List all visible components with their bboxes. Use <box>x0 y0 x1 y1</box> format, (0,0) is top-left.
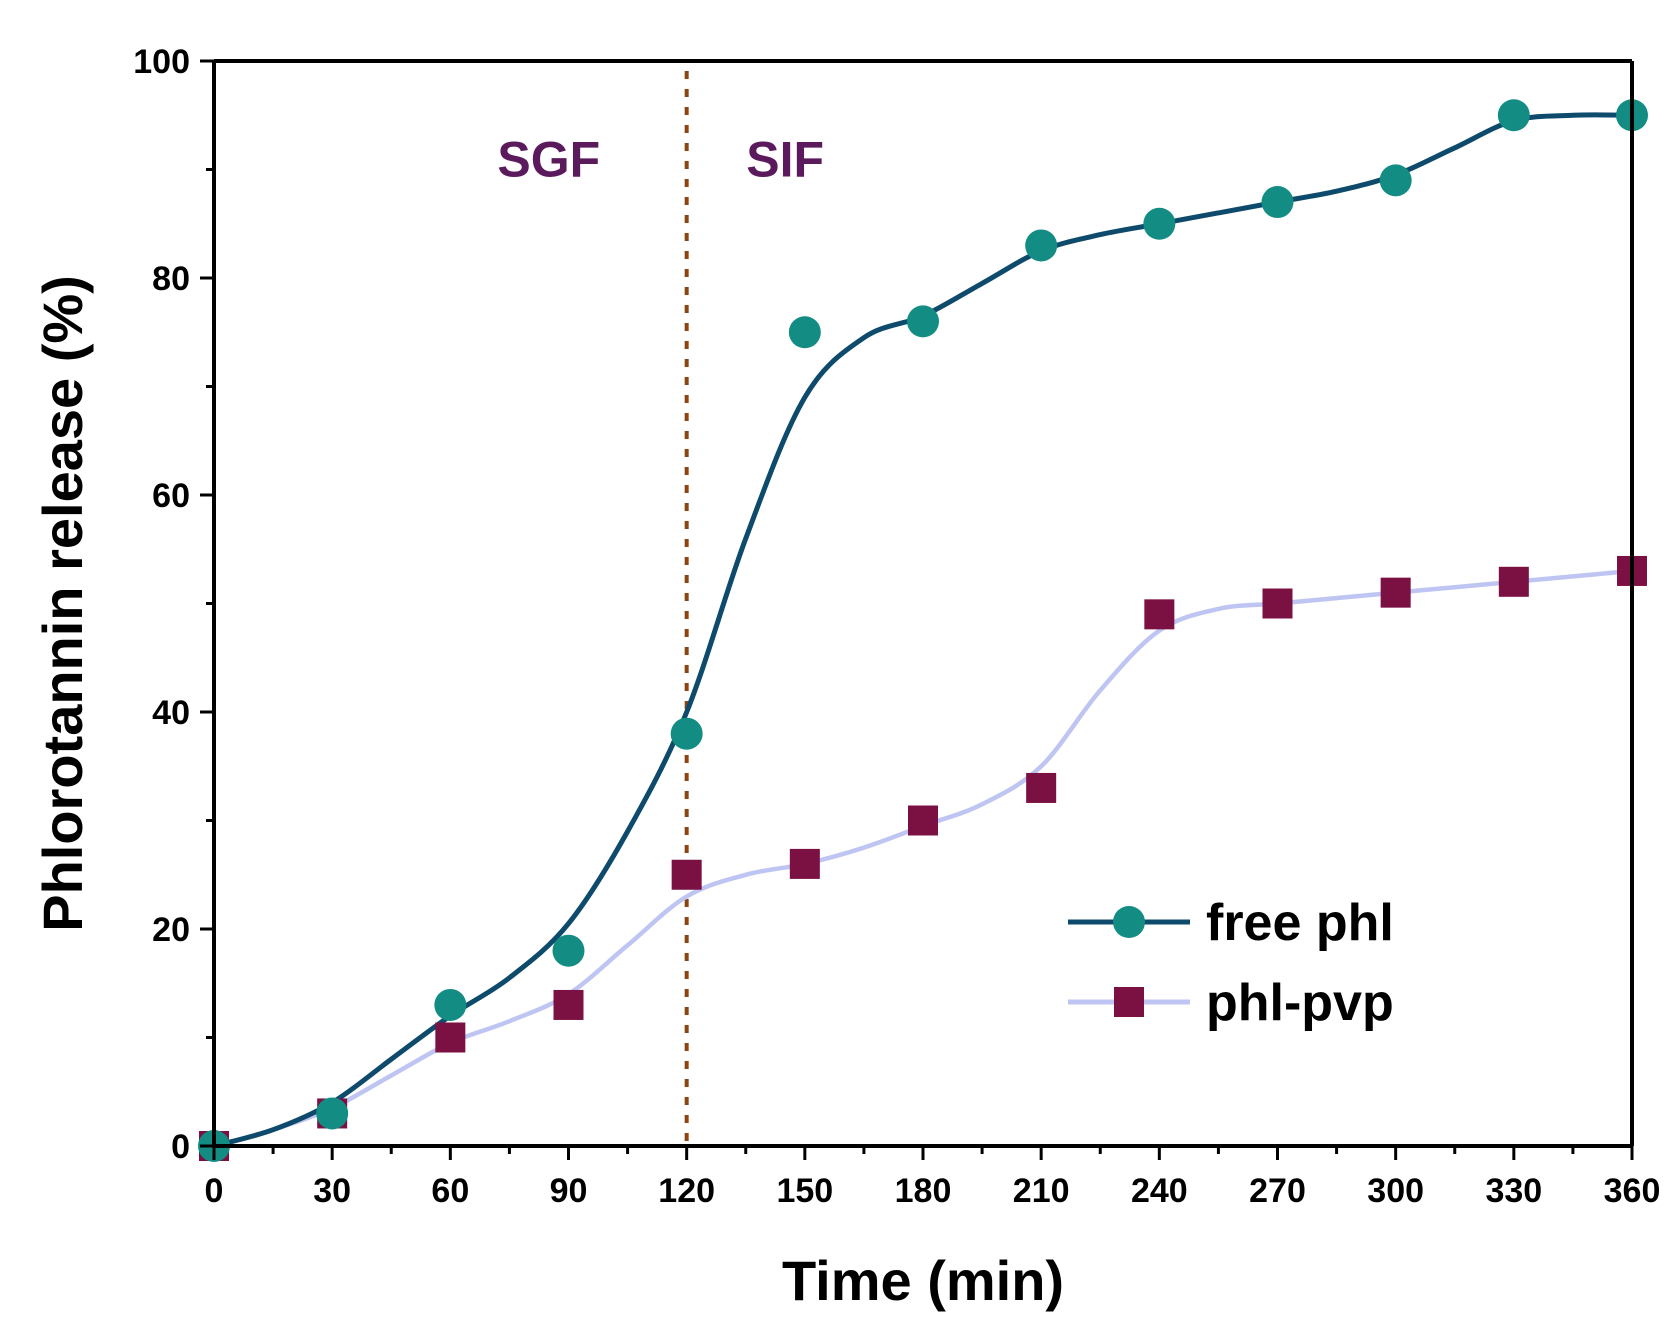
legend-label-free-phl: free phl <box>1206 894 1394 952</box>
axes-group <box>212 59 1634 1148</box>
chart-text-group: Time (min) Phlorotannin release (%) SGF SIF <box>31 132 1064 1312</box>
y-tick-label: 40 <box>152 694 190 732</box>
region-label-sgf: SGF <box>497 132 600 188</box>
data-point-free-phl <box>1379 164 1412 197</box>
series-line-phl-pvp <box>211 568 1635 1149</box>
legend-marker-phl-pvp <box>1114 987 1144 1017</box>
x-axis-title: Time (min) <box>782 1249 1064 1312</box>
data-point-free-phl <box>1143 207 1176 240</box>
x-tick-label: 300 <box>1367 1172 1424 1210</box>
y-tick-label: 20 <box>152 911 190 949</box>
legend-label-phl-pvp: phl-pvp <box>1206 974 1394 1032</box>
x-tick-label: 180 <box>895 1172 952 1210</box>
data-point-phl-pvp <box>671 859 702 890</box>
x-tick-label: 120 <box>658 1172 715 1210</box>
x-tick-label: 360 <box>1604 1172 1661 1210</box>
x-tick-label: 30 <box>313 1172 351 1210</box>
y-tick-label: 80 <box>152 260 190 298</box>
y-axis-title: Phlorotannin release (%) <box>31 275 94 932</box>
x-tick-label: 0 <box>205 1172 224 1210</box>
data-point-free-phl <box>1261 186 1294 219</box>
x-tick-label: 270 <box>1249 1172 1306 1210</box>
region-label-sif: SIF <box>746 132 824 188</box>
data-point-free-phl <box>670 717 703 750</box>
data-point-phl-pvp <box>553 989 584 1020</box>
y-tick-label: 60 <box>152 477 190 515</box>
x-tick-label: 90 <box>550 1172 588 1210</box>
data-point-phl-pvp <box>908 805 938 836</box>
data-point-free-phl <box>1497 99 1530 132</box>
data-point-phl-pvp <box>1262 588 1293 619</box>
legend-marker-free-phl <box>1113 906 1145 938</box>
data-point-phl-pvp <box>1380 577 1411 608</box>
data-point-free-phl <box>552 934 585 967</box>
data-point-free-phl <box>316 1097 349 1130</box>
x-tick-label: 150 <box>776 1172 833 1210</box>
data-point-free-phl <box>788 316 821 349</box>
x-tick-label: 330 <box>1485 1172 1542 1210</box>
x-tick-label: 60 <box>431 1172 469 1210</box>
data-point-phl-pvp <box>789 848 820 879</box>
series-line-free-phl <box>211 112 1635 1149</box>
data-point-phl-pvp <box>1026 772 1057 803</box>
x-tick-label: 210 <box>1013 1172 1070 1210</box>
data-point-free-phl <box>907 305 939 338</box>
data-point-free-phl <box>434 988 467 1021</box>
series-lines <box>211 112 1635 1149</box>
series-markers <box>198 99 1648 1162</box>
data-point-free-phl <box>1025 229 1058 262</box>
x-tick-label: 240 <box>1131 1172 1188 1210</box>
y-tick-label: 0 <box>171 1128 190 1166</box>
data-point-phl-pvp <box>1144 599 1175 630</box>
y-tick-label: 100 <box>133 43 190 81</box>
legend: free phl phl-pvp <box>1068 894 1394 1032</box>
data-point-phl-pvp <box>435 1022 466 1053</box>
data-point-phl-pvp <box>1498 566 1529 597</box>
ticks-group: 0 30 60 90 120 150 180 210 240 270 300 330 360 0 20 40 6… <box>133 43 1660 1210</box>
